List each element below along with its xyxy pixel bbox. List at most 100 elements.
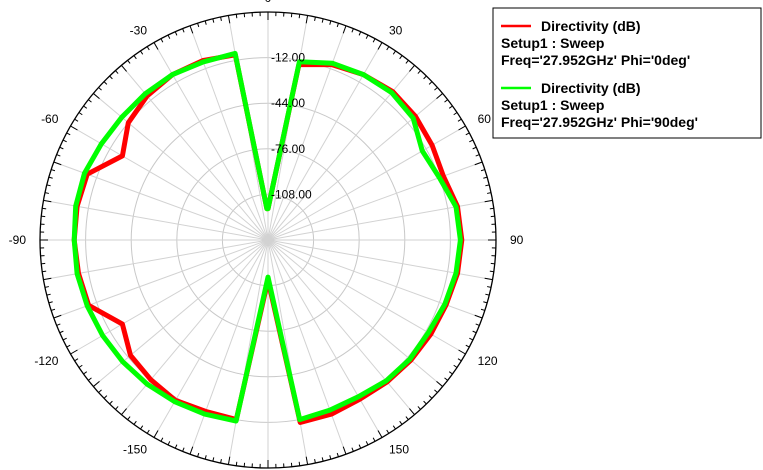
angle-tick-324 <box>133 55 137 60</box>
angle-tick-154 <box>365 441 369 446</box>
grid-spoke-70 <box>267 161 483 241</box>
angle-tick-46 <box>428 81 433 85</box>
angle-tick-150 <box>377 430 383 438</box>
grid-spoke-130 <box>267 239 443 387</box>
angle-tick-282 <box>44 192 49 194</box>
angle-tick-48 <box>434 87 438 91</box>
angle-tick-128 <box>444 377 448 381</box>
angle-tick-280 <box>43 199 52 203</box>
angle-tick-70 <box>474 161 483 166</box>
angle-tick-214 <box>140 425 144 430</box>
angle-tick-142 <box>405 416 409 420</box>
angle-tick-302 <box>74 118 79 122</box>
angle-tick-296 <box>62 139 67 143</box>
legend-line-0-2: Freq='27.952GHz' Phi='0deg' <box>501 52 690 68</box>
angle-tick-168 <box>314 459 316 464</box>
angle-tick-300 <box>70 125 78 131</box>
angle-tick-190 <box>227 456 231 465</box>
angle-tick-12 <box>314 16 316 21</box>
angle-tick-258 <box>44 286 49 288</box>
angle-tick-146 <box>392 425 396 430</box>
angle-tick-306 <box>83 105 88 109</box>
angle-tick-222 <box>115 406 119 410</box>
angle-tick-140 <box>409 408 415 415</box>
angle-tick-308 <box>88 99 92 103</box>
angle-label-5: 150 <box>389 443 409 457</box>
angle-tick-336 <box>174 31 178 36</box>
angle-tick-240 <box>70 349 78 355</box>
angle-tick-40 <box>409 65 415 72</box>
angle-tick-294 <box>59 146 64 150</box>
radial-labels: -12.00 -44.00 -76.00 -108.00 <box>271 51 312 202</box>
angle-tick-62 <box>465 132 470 136</box>
angle-tick-116 <box>469 337 474 341</box>
angle-tick-132 <box>434 389 438 393</box>
angle-tick-114 <box>472 330 477 334</box>
angle-tick-344 <box>204 20 207 25</box>
angle-tick-322 <box>127 60 131 64</box>
angle-tick-68 <box>475 154 480 157</box>
angle-tick-30 <box>377 42 383 50</box>
angle-tick-188 <box>235 461 238 466</box>
angle-tick-52 <box>444 99 448 103</box>
angle-tick-44 <box>423 75 427 80</box>
angle-tick-236 <box>78 364 83 368</box>
angle-tick-254 <box>48 301 53 304</box>
angle-tick-342 <box>197 23 200 28</box>
grid-spoke-190 <box>227 239 269 465</box>
angle-tick-200 <box>189 446 194 455</box>
angle-tick-38 <box>405 60 409 64</box>
angle-label-3: 90 <box>510 233 524 247</box>
angle-tick-286 <box>48 176 53 179</box>
angle-label-1: 30 <box>389 23 403 37</box>
angle-tick-206 <box>167 441 171 446</box>
angle-tick-292 <box>56 154 61 157</box>
angle-tick-248 <box>56 323 61 326</box>
angle-tick-110 <box>474 314 483 319</box>
angle-tick-56 <box>453 112 458 116</box>
angle-tick-104 <box>485 293 490 296</box>
angle-tick-36 <box>399 55 403 60</box>
radial-label-1: -44.00 <box>271 96 305 110</box>
legend-line-0-1: Setup1 : Sweep <box>501 35 604 51</box>
angle-tick-332 <box>160 38 164 43</box>
angle-tick-144 <box>399 420 403 425</box>
angle-tick-252 <box>51 308 56 311</box>
angle-tick-226 <box>103 395 108 399</box>
angle-tick-18 <box>336 23 339 28</box>
angle-tick-290 <box>53 161 62 166</box>
angle-tick-210 <box>153 430 159 438</box>
angle-tick-156 <box>358 444 362 449</box>
angle-tick-340 <box>189 25 194 34</box>
angle-label-2: 60 <box>478 112 492 126</box>
angle-tick-158 <box>351 447 354 452</box>
legend-line-0-0: Directivity (dB) <box>541 18 641 34</box>
angle-tick-134 <box>428 395 433 399</box>
angle-tick-198 <box>197 452 200 457</box>
angle-tick-136 <box>423 400 427 405</box>
angle-tick-16 <box>329 20 332 25</box>
series-layer <box>71 50 465 425</box>
angle-tick-14 <box>321 18 324 23</box>
angle-tick-164 <box>329 455 332 460</box>
legend-box <box>492 7 762 139</box>
legend-line-1-0: Directivity (dB) <box>541 80 641 96</box>
angle-tick-26 <box>365 34 369 39</box>
angle-tick-64 <box>469 139 474 143</box>
angle-tick-8 <box>298 14 301 19</box>
angle-tick-100 <box>484 277 493 281</box>
angle-tick-196 <box>204 455 207 460</box>
grid-spoke-170 <box>267 239 309 465</box>
grid-spoke-280 <box>43 199 269 241</box>
angle-tick-130 <box>436 381 443 387</box>
angle-tick-126 <box>448 371 453 375</box>
angle-tick-76 <box>485 184 490 187</box>
legend-line-1-1: Setup1 : Sweep <box>501 97 604 113</box>
grid-spoke-150 <box>267 239 383 438</box>
angle-tick-320 <box>121 65 127 72</box>
angle-tick-152 <box>372 437 376 442</box>
angle-tick-82 <box>489 207 494 210</box>
angle-tick-108 <box>480 308 485 311</box>
